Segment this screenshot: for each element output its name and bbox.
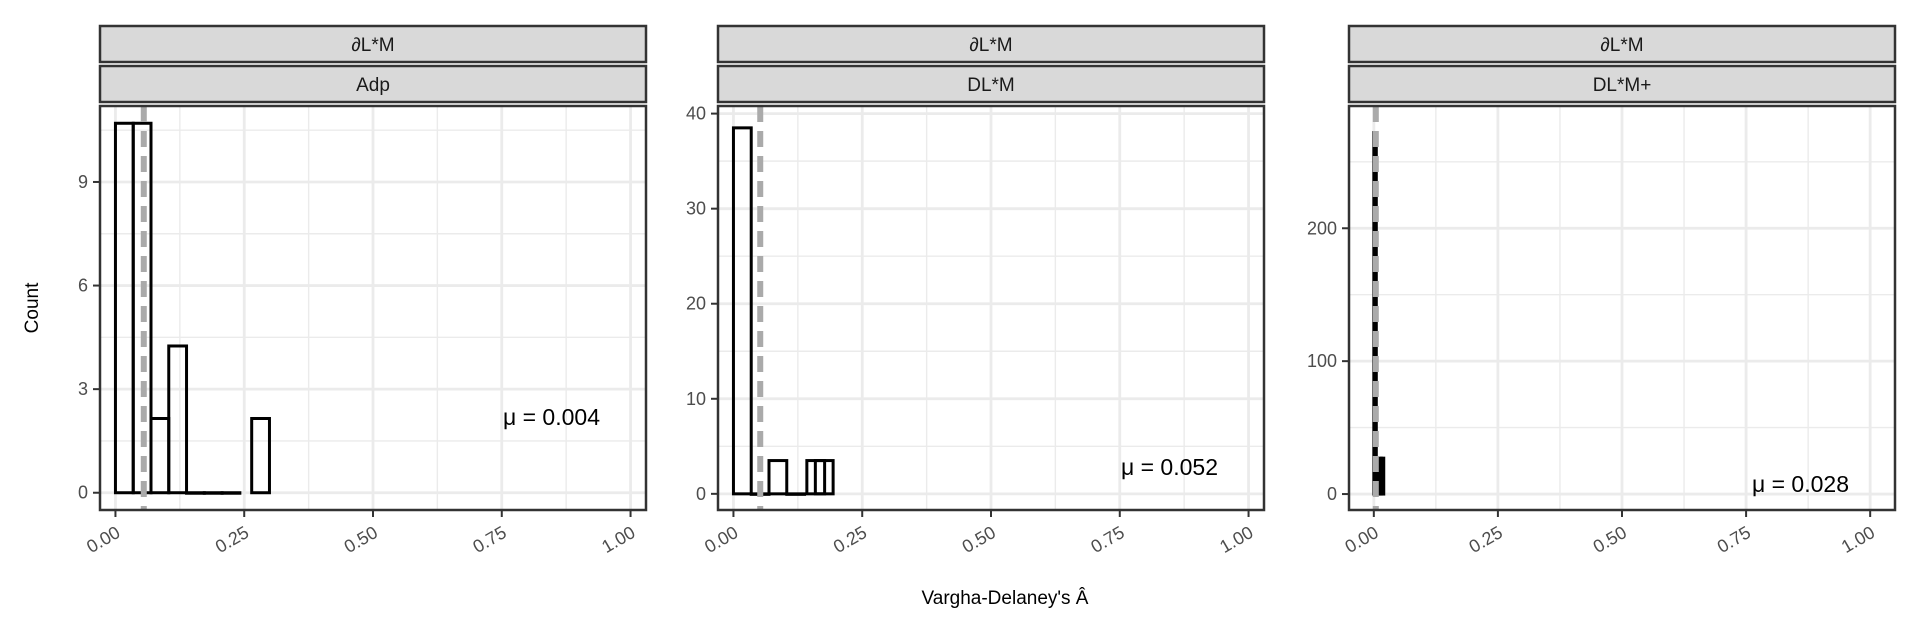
histogram-bar [767,459,789,496]
x-tick-label: 1.00 [1216,522,1256,557]
facet-strip-top-label: ∂L*M [1600,35,1643,56]
x-tick-label: 0.50 [959,522,999,557]
x-tick-label: 0.50 [341,522,381,557]
y-tick-label: 0 [696,484,706,504]
mean-annotation: μ = 0.052 [1121,454,1218,480]
x-tick-label: 0.75 [1714,522,1754,557]
mean-annotation: μ = 0.004 [503,404,600,430]
histogram-bar [185,491,206,495]
histogram-bars [731,126,835,496]
x-tick-label: 1.00 [1838,522,1878,557]
facet-panel-1: ∂L*M Adp μ = 0.004 0 3 6 9 0.00 0.25 0.50 0.75 1.00 [78,24,648,557]
facet-strip-bottom-label: Adp [356,75,390,96]
histogram-bar [250,416,271,495]
histogram-bar [813,459,835,496]
facet-strip-bottom [1347,64,1897,104]
y-tick-label: 0 [78,483,88,503]
x-tick-label: 0.75 [1087,522,1127,557]
x-tick-label: 0.00 [83,522,123,557]
facet-strip-bottom [98,64,648,104]
y-tick-label: 9 [78,172,88,192]
x-tick-label: 0.75 [469,522,509,557]
y-axis-title: Count [22,282,43,333]
histogram-bar [731,126,753,496]
x-tick-label: 0.50 [1590,522,1630,557]
gridlines [100,106,646,510]
y-tick-label: 20 [686,294,706,314]
y-tick-label: 10 [686,389,706,409]
y-tick-label: 40 [686,104,706,124]
facet-strip-top [716,24,1266,64]
x-axis-title: Vargha-Delaney's Â [922,587,1089,609]
y-tick-label: 6 [78,276,88,296]
facet-strip-bottom-label: DL*M [967,75,1015,96]
facet-strip-top [98,24,648,64]
x-tick-label: 0.25 [1466,522,1506,557]
x-tick-label: 1.00 [598,522,638,557]
x-tick-label: 0.25 [212,522,252,557]
facet-strip-top-label: ∂L*M [351,35,394,56]
x-tick-label: 0.25 [830,522,870,557]
histogram-bar [220,491,242,495]
facet-panel-3: ∂L*M DL*M+ μ = 0.028 0 100 200 0.00 0.25 0.50 0.7… [1307,24,1897,557]
facet-strip-top-label: ∂L*M [969,35,1012,56]
facet-panels: ∂L*M Adp μ = 0.004 0 3 6 9 0.00 0.25 0.50 0.75 1.00… [78,24,1897,557]
y-tick-label: 30 [686,199,706,219]
histogram-bar [167,344,189,495]
histogram-bar [202,491,224,495]
facet-strip-top [1347,24,1897,64]
histogram-bar [785,492,807,496]
y-tick-label: 0 [1327,484,1337,504]
histogram-bar [1379,456,1386,496]
mean-annotation: μ = 0.028 [1752,471,1849,497]
y-tick-label: 200 [1307,218,1337,238]
x-tick-label: 0.00 [1341,522,1381,557]
facet-strip-bottom-label: DL*M+ [1593,75,1652,96]
facet-panel-2: ∂L*M DL*M μ = 0.052 0 10 20 30 40 0.00 0.25 0.50 0.… [686,24,1266,557]
y-tick-label: 100 [1307,351,1337,371]
facet-strip-bottom [716,64,1266,104]
x-tick-label: 0.00 [701,522,741,557]
y-tick-label: 3 [78,379,88,399]
